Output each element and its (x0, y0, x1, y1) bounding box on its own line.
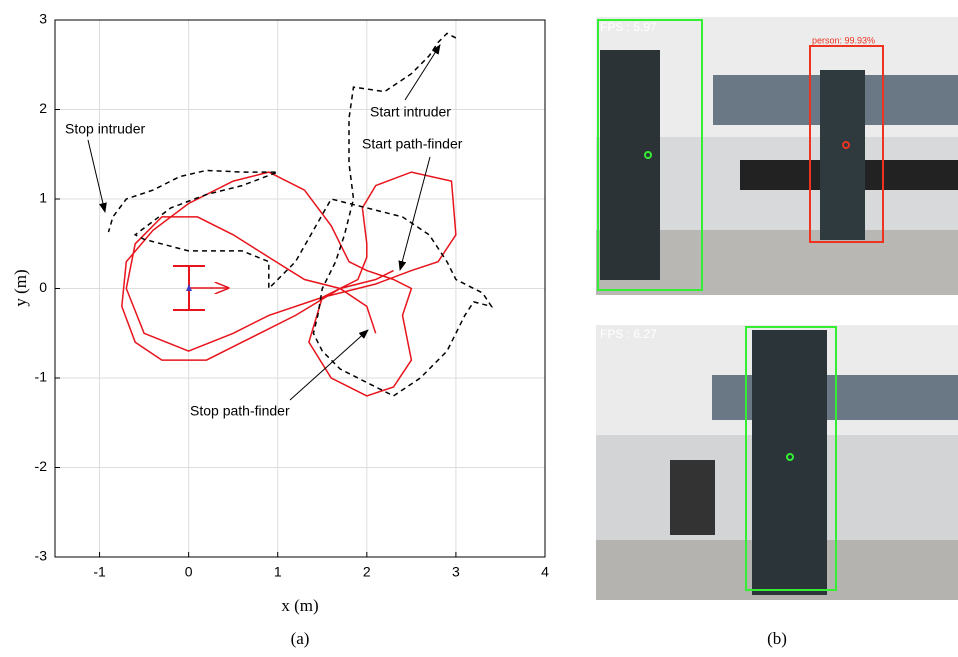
fps-label: FPS : 5.97 (600, 20, 657, 34)
y-tick-label: -2 (35, 458, 48, 474)
x-tick-label: -1 (93, 564, 106, 580)
annotation: Stop path-finder (190, 403, 290, 419)
y-tick-label: 0 (39, 279, 47, 295)
annotation: Start intruder (370, 104, 451, 120)
trajectory (122, 172, 456, 396)
x-axis-label: x (m) (281, 596, 318, 615)
annotation-arrow (290, 330, 368, 400)
y-tick-label: -3 (35, 548, 48, 564)
y-axis-label: y (m) (11, 269, 30, 306)
x-tick-label: 0 (185, 564, 193, 580)
annotation-arrow (88, 140, 105, 212)
annotation: Stop intruder (65, 121, 145, 137)
x-tick-label: 2 (363, 564, 371, 580)
y-tick-label: -1 (35, 369, 48, 385)
camera-image: FPS : 5.97 person: 99.93% (596, 17, 958, 295)
figure: -1 0 1 2 3 4 -3 -2 -1 0 1 2 3 Stop intruder Start in… (0, 0, 958, 657)
x-tick-label: 1 (274, 564, 282, 580)
x-tick-label: 3 (452, 564, 460, 580)
y-tick-label: 3 (39, 11, 47, 27)
detection-label: person: 99.93% (812, 35, 875, 45)
annotation: Start path-finder (362, 136, 463, 152)
y-tick-label: 2 (39, 100, 47, 116)
fps-label: FPS : 6.27 (600, 327, 657, 341)
caption: (b) (767, 629, 787, 648)
caption: (a) (291, 629, 310, 648)
x-tick-label: 4 (541, 564, 549, 580)
annotation-arrow (405, 45, 440, 100)
camera-image: FPS : 6.27 (596, 325, 958, 600)
plot: -1 0 1 2 3 4 -3 -2 -1 0 1 2 3 (35, 11, 550, 580)
y-tick-label: 1 (39, 190, 47, 206)
